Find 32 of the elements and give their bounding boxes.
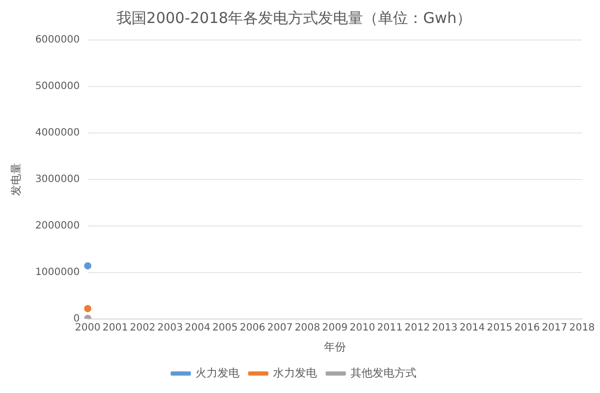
x-tick-label: 2004 — [184, 322, 210, 334]
x-tick-label: 2000 — [75, 322, 100, 334]
x-tick-label: 2013 — [432, 322, 458, 334]
y-tick-label: 0 — [73, 313, 80, 324]
x-tick-label: 2012 — [404, 322, 430, 334]
y-axis-title: 发电量 — [9, 162, 22, 196]
x-tick-label: 2016 — [514, 322, 540, 334]
y-tick-label: 5000000 — [35, 81, 80, 92]
legend-label: 水力发电 — [272, 366, 317, 380]
x-tick-label: 2002 — [130, 322, 156, 334]
legend-label: 火力发电 — [195, 366, 240, 380]
x-axis-title: 年份 — [324, 340, 346, 354]
y-tick-label: 2000000 — [35, 220, 80, 232]
x-tick-label: 2018 — [569, 322, 595, 334]
x-tick-label: 2014 — [459, 322, 485, 334]
x-tick-label: 2015 — [486, 322, 512, 334]
x-tick-label: 2010 — [350, 322, 376, 334]
y-tick-label: 4000000 — [35, 128, 80, 139]
y-tick-label: 1000000 — [35, 266, 80, 278]
x-tick-label: 2009 — [322, 322, 348, 334]
x-tick-label: 2017 — [542, 322, 568, 334]
x-tick-label: 2006 — [240, 322, 266, 334]
legend-label: 其他发电方式 — [350, 366, 416, 380]
x-tick-label: 2011 — [377, 322, 403, 334]
x-tick-label: 2003 — [157, 322, 183, 334]
x-tick-label: 2007 — [267, 322, 293, 334]
y-tick-label: 6000000 — [35, 34, 80, 46]
chart-title: 我国2000-2018年各发电方式发电量（单位：Gwh） — [116, 8, 472, 27]
x-tick-label: 2005 — [212, 322, 238, 334]
y-tick-label: 3000000 — [35, 174, 80, 185]
x-tick-label: 2001 — [102, 322, 128, 334]
x-tick-label: 2008 — [294, 322, 320, 334]
